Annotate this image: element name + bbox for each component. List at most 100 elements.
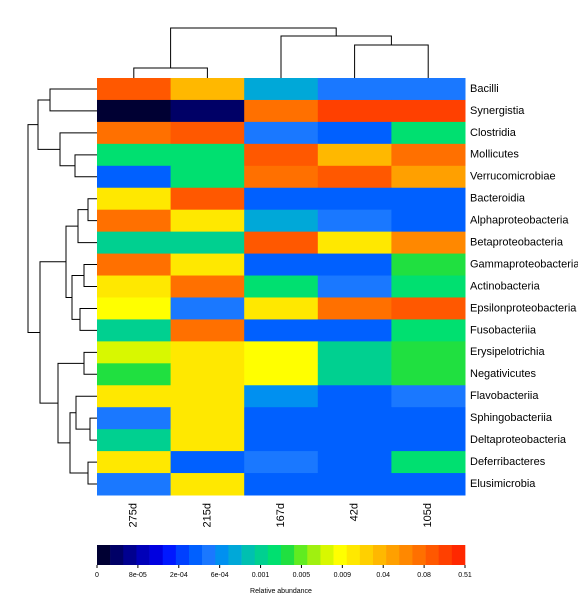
colorbar-swatch xyxy=(241,545,256,565)
row-label: Bacilli xyxy=(470,83,499,95)
heat-cell xyxy=(97,385,172,408)
colorbar-swatch xyxy=(451,545,466,565)
colorbar-swatch xyxy=(110,545,124,565)
heat-cell xyxy=(391,297,466,320)
heat-cell xyxy=(317,209,392,233)
heat-cell xyxy=(97,253,172,277)
heat-cell xyxy=(391,319,466,342)
colorbar-tick-label: 0.08 xyxy=(417,572,431,579)
heat-cell xyxy=(244,473,319,496)
heat-cell xyxy=(170,451,245,474)
heat-cell xyxy=(391,253,466,277)
heat-cell xyxy=(317,231,392,255)
colorbar-tick-label: 0.001 xyxy=(252,572,270,579)
heat-cell xyxy=(97,451,172,474)
heat-cell xyxy=(170,187,245,211)
heat-cell xyxy=(97,121,172,145)
colorbar-label: Relative abundance xyxy=(250,588,312,595)
heat-cell xyxy=(244,275,319,298)
colorbar-tick-label: 0.009 xyxy=(334,572,352,579)
row-dendrogram xyxy=(83,351,97,375)
heat-cell xyxy=(97,143,172,167)
heat-cell xyxy=(97,363,172,386)
heat-cell xyxy=(317,253,392,277)
column-dendrogram xyxy=(354,44,429,78)
heat-cell xyxy=(317,473,392,496)
heat-cell xyxy=(97,231,172,255)
heat-cell xyxy=(97,187,172,211)
row-label: Verrucomicrobiae xyxy=(470,171,556,183)
heat-cell xyxy=(317,341,392,364)
heat-cell xyxy=(244,99,319,123)
colorbar-swatch xyxy=(412,545,426,565)
row-label: Clostridia xyxy=(470,127,517,139)
heat-cell xyxy=(170,78,245,101)
colorbar-swatch xyxy=(359,545,374,565)
row-label: Synergistia xyxy=(470,105,525,117)
colorbar-tick-label: 2e-04 xyxy=(170,572,188,579)
row-dendrogram xyxy=(87,461,97,485)
colorbar-swatch xyxy=(215,545,229,565)
colorbar-swatch xyxy=(149,545,164,565)
colorbar-swatch xyxy=(281,545,295,565)
colorbar-swatch xyxy=(438,545,453,565)
row-label: Bacteroidia xyxy=(470,193,526,205)
row-label: Negativicutes xyxy=(470,368,537,380)
heat-cell xyxy=(244,121,319,145)
heat-cell xyxy=(391,143,466,167)
heat-cell xyxy=(170,253,245,277)
heat-cell xyxy=(170,165,245,189)
heat-cell xyxy=(317,429,392,452)
heat-cell xyxy=(97,319,172,342)
heat-cell xyxy=(170,429,245,452)
row-label: Gammaproteobacteria xyxy=(470,258,578,270)
heat-cell xyxy=(391,473,466,496)
heat-cell xyxy=(170,385,245,408)
heat-cell xyxy=(317,121,392,145)
column-label: 42d xyxy=(349,503,361,521)
heat-cell xyxy=(97,209,172,233)
column-dendrogram xyxy=(280,35,392,78)
row-label: Mollicutes xyxy=(470,149,519,161)
colorbar-swatch xyxy=(254,545,269,565)
row-label: Fusobacteriia xyxy=(470,324,537,336)
heat-cell xyxy=(97,99,172,123)
heat-cell xyxy=(244,385,319,408)
row-dendrogram xyxy=(71,275,84,320)
heat-cell xyxy=(317,451,392,474)
row-dendrogram xyxy=(74,154,97,178)
heat-cell xyxy=(317,297,392,320)
heat-cell xyxy=(170,143,245,167)
heat-cell xyxy=(391,275,466,298)
heat-cell xyxy=(317,78,392,101)
heat-cell xyxy=(244,363,319,386)
heat-cell xyxy=(244,319,319,342)
heat-cell xyxy=(391,99,466,123)
heat-cell xyxy=(97,429,172,452)
column-label: 105d xyxy=(422,503,434,527)
row-label: Elusimicrobia xyxy=(470,478,536,490)
row-label: Sphingobacteriia xyxy=(470,412,553,424)
row-label: Erysipelotrichia xyxy=(470,346,545,358)
colorbar-tick-label: 0.005 xyxy=(293,572,311,579)
heat-cell xyxy=(391,451,466,474)
heat-cell xyxy=(244,78,319,101)
row-label: Actinobacteria xyxy=(470,280,541,292)
colorbar-swatch xyxy=(333,545,348,565)
heat-cell xyxy=(391,121,466,145)
heat-cell xyxy=(317,363,392,386)
heat-cell xyxy=(97,407,172,430)
heat-cell xyxy=(170,297,245,320)
colorbar-swatch xyxy=(228,545,242,565)
heat-cell xyxy=(97,165,172,189)
colorbar-swatch xyxy=(425,545,440,565)
row-dendrogram xyxy=(37,99,60,150)
heat-cell xyxy=(170,341,245,364)
colorbar-swatch xyxy=(162,545,177,565)
colorbar-swatch xyxy=(175,545,190,565)
heat-cell xyxy=(97,473,172,496)
heat-cell xyxy=(170,231,245,255)
column-label: 275d xyxy=(128,503,140,527)
heat-cell xyxy=(391,187,466,211)
heat-cell xyxy=(170,121,245,145)
